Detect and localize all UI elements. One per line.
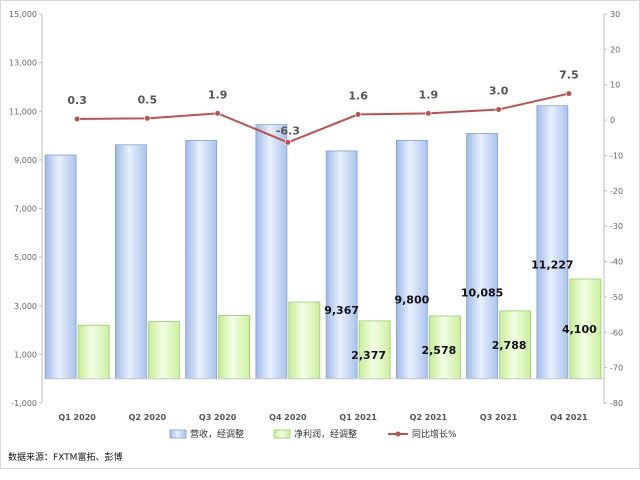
growth-point <box>284 139 291 146</box>
legend-profit-label: 净利润，经调整 <box>294 428 357 440</box>
profit-bar <box>77 324 110 380</box>
legend-growth-marker <box>395 431 401 437</box>
growth-line-path <box>77 92 570 144</box>
growth-point <box>144 115 151 122</box>
growth-point <box>214 110 221 117</box>
revenue-bar <box>395 140 428 380</box>
category-label: Q1 2021 <box>339 413 377 422</box>
right-tick-label: -70 <box>610 364 623 373</box>
profit-bar <box>288 301 321 380</box>
profit-data-label: 4,100 <box>562 323 597 336</box>
revenue-bar <box>44 154 77 380</box>
growth-point <box>74 115 81 123</box>
left-tick-label: 7,000 <box>14 205 37 214</box>
category-axis: Q1 2020 Q2 2020 Q3 2020 Q4 2020 Q1 2021 Q2 20… <box>58 413 588 422</box>
legend: 营收，经调整 净利润，经调整 同比增长% <box>169 428 457 440</box>
bars <box>42 105 604 380</box>
right-axis: -80 -70 -60 -50 -40 -30 -20 -10 0 10 20 30 <box>603 10 623 408</box>
right-tick-label: 30 <box>610 10 620 19</box>
growth-data-label: 1.6 <box>348 89 368 102</box>
revenue-data-label: 9,367 <box>324 304 359 317</box>
revenue-data-label: 9,800 <box>394 293 429 306</box>
left-tick-label: 15,000 <box>9 10 37 19</box>
right-tick-label: -50 <box>610 293 623 302</box>
left-tick-label: 1,000 <box>14 350 37 359</box>
profit-data-label: 2,788 <box>492 339 527 352</box>
right-tick-label: -40 <box>610 258 623 267</box>
category-label: Q3 2020 <box>199 413 237 422</box>
revenue-data-label: 10,085 <box>461 286 503 299</box>
left-tick-label: -1,000 <box>11 399 37 408</box>
category-label: Q4 2020 <box>269 413 307 422</box>
revenue-bar <box>185 140 218 380</box>
category-label: Q1 2020 <box>58 413 96 422</box>
growth-data-label: 7.5 <box>559 69 579 82</box>
legend-profit-swatch <box>273 429 291 439</box>
growth-point <box>425 110 432 117</box>
right-tick-label: -30 <box>610 222 623 231</box>
data-labels: 9,367 2,377 9,800 2,578 10,085 2,788 11,227 4,1… <box>67 69 597 362</box>
right-tick-label: 10 <box>610 81 620 90</box>
profit-data-label: 2,578 <box>421 344 456 357</box>
revenue-bar <box>255 124 288 380</box>
left-tick-label: 3,000 <box>14 302 37 311</box>
profit-bar <box>218 315 251 380</box>
profit-bar <box>358 320 391 380</box>
profit-bar <box>147 321 180 380</box>
left-tick-label: 13,000 <box>9 59 37 68</box>
category-label: Q4 2021 <box>550 413 588 422</box>
left-axis: -1,000 1,000 3,000 5,000 7,000 9,000 11,000 13,… <box>9 10 43 408</box>
legend-revenue-swatch <box>169 429 187 439</box>
growth-line <box>74 90 572 146</box>
right-tick-label: -80 <box>610 399 623 408</box>
chart-frame <box>0 0 640 469</box>
source-note: 数据来源：FXTM富拓、彭博 <box>8 451 122 463</box>
growth-data-label: 3.0 <box>489 84 509 97</box>
category-label: Q2 2020 <box>129 413 167 422</box>
growth-data-label: 0.5 <box>138 93 158 106</box>
profit-data-label: 2,377 <box>351 349 386 362</box>
left-tick-label: 5,000 <box>14 253 37 262</box>
right-tick-label: 0 <box>610 116 615 125</box>
legend-growth-label: 同比增长% <box>412 428 457 440</box>
revenue-bar <box>466 133 499 380</box>
right-tick-label: -60 <box>610 328 623 337</box>
right-tick-label: 20 <box>610 45 620 54</box>
revenue-bar <box>114 144 147 380</box>
growth-data-label: 1.9 <box>208 88 228 101</box>
growth-data-label: 0.3 <box>67 94 87 107</box>
profit-bar <box>569 278 602 380</box>
growth-point <box>495 106 502 113</box>
growth-data-label: 1.9 <box>419 88 439 101</box>
right-tick-label: -10 <box>610 151 623 160</box>
category-label: Q2 2021 <box>410 413 448 422</box>
left-tick-label: 11,000 <box>9 107 37 116</box>
revenue-bar <box>325 150 358 380</box>
right-tick-label: -20 <box>610 187 623 196</box>
growth-data-label: -6.3 <box>276 124 300 137</box>
growth-point <box>565 90 572 97</box>
revenue-data-label: 11,227 <box>531 259 573 272</box>
growth-point <box>355 111 362 118</box>
left-tick-label: 9,000 <box>14 156 37 165</box>
legend-revenue-label: 营收，经调整 <box>190 428 244 440</box>
profit-bar <box>428 315 461 380</box>
category-label: Q3 2021 <box>480 413 518 422</box>
revenue-bar <box>536 105 569 380</box>
